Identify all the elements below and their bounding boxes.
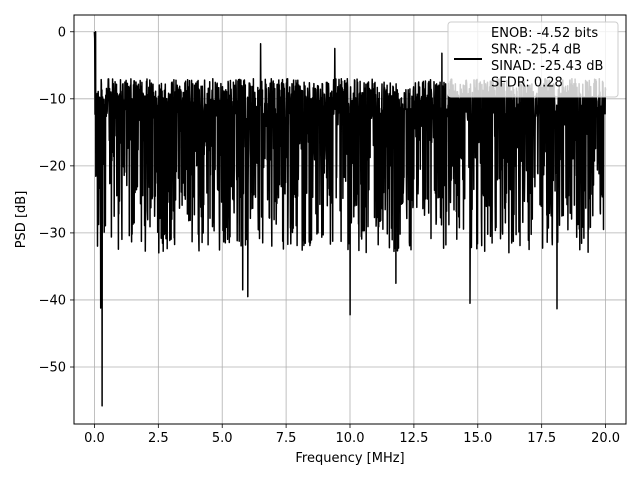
legend-sfdr-text: SFDR: 0.28	[491, 76, 563, 91]
y-tick-label: −10	[39, 92, 66, 107]
x-tick-label: 2.5	[148, 431, 169, 446]
y-tick-label: −40	[39, 293, 66, 308]
y-tick-label: −30	[39, 226, 66, 241]
x-tick-label: 15.0	[463, 431, 492, 446]
y-tick-label: −20	[39, 159, 66, 174]
x-tick-label: 5.0	[212, 431, 233, 446]
x-tick-label: 7.5	[276, 431, 297, 446]
legend-enob-text: ENOB: -4.52 bits	[491, 26, 598, 41]
x-tick-label: 0.0	[84, 431, 105, 446]
y-axis-label: PSD [dB]	[14, 191, 29, 249]
psd-series-line	[93, 31, 607, 407]
x-tick-label: 17.5	[527, 431, 556, 446]
ticks-layer: 0.0 2.5 5.0 7.5 10.0 12.5 15.0 17.5 20.0 0 −10 −20 −…	[39, 25, 620, 446]
x-tick-label: 10.0	[336, 431, 365, 446]
legend-snr-text: SNR: -25.4 dB	[491, 43, 581, 58]
y-tick-label: 0	[58, 25, 66, 40]
y-tick-label: −50	[39, 361, 66, 376]
legend-sinad-text: SINAD: -25.43 dB	[491, 59, 603, 74]
x-tick-label: 12.5	[399, 431, 428, 446]
legend: ENOB: -4.52 bits SNR: -25.4 dB SINAD: -2…	[447, 21, 619, 98]
legend-box	[447, 21, 619, 98]
x-axis-label: Frequency [MHz]	[295, 451, 404, 466]
x-tick-label: 20.0	[591, 431, 620, 446]
